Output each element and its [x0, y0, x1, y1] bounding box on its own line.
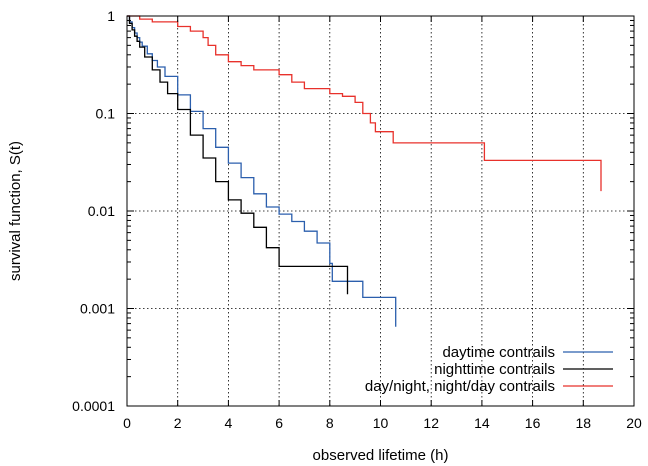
series-line-0	[127, 15, 397, 327]
legend-label: daytime contrails	[442, 344, 555, 361]
x-tick-label: 18	[576, 415, 592, 431]
legend-label: nighttime contrails	[434, 361, 555, 378]
x-axis-label: observed lifetime (h)	[313, 447, 449, 464]
y-tick-label: 0.0001	[72, 398, 115, 414]
grid	[127, 16, 634, 406]
x-tick-label: 12	[423, 415, 439, 431]
series-line-2	[127, 15, 602, 192]
series-line-1	[127, 15, 349, 295]
series-lines	[127, 15, 602, 327]
y-tick-label: 1	[107, 8, 115, 24]
x-tick-label: 20	[626, 415, 642, 431]
y-tick-label: 0.1	[96, 106, 116, 122]
x-tick-label: 14	[474, 415, 490, 431]
x-tick-label: 8	[326, 415, 334, 431]
x-tick-label: 10	[373, 415, 389, 431]
axis-ticks: 0 2 4 6 8 10 12 14 16 18 20 1 0.1 0.01 0.001 0.0001	[72, 8, 642, 431]
x-tick-label: 2	[174, 415, 182, 431]
x-tick-label: 0	[123, 415, 131, 431]
y-axis-label: survival function, S(t)	[7, 141, 24, 281]
y-tick-label: 0.001	[80, 301, 115, 317]
x-tick-label: 16	[525, 415, 541, 431]
legend-label: day/night, night/day contrails	[365, 378, 555, 395]
y-tick-label: 0.01	[88, 203, 115, 219]
x-tick-label: 6	[275, 415, 283, 431]
x-tick-label: 4	[225, 415, 233, 431]
